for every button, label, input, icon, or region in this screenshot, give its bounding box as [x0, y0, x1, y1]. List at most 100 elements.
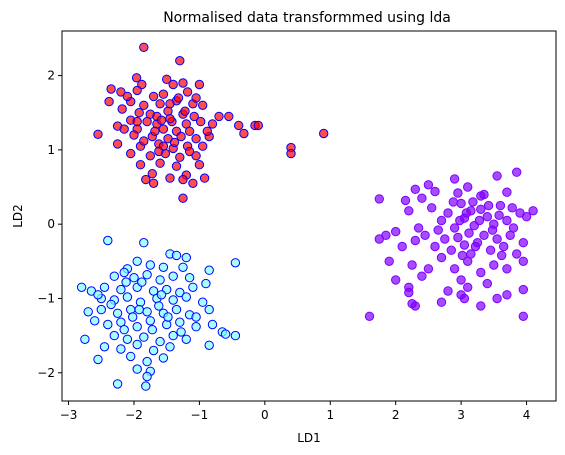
- scatter-point-s1-4: [423, 180, 434, 190]
- scatter-point-s2-17: [204, 265, 214, 275]
- scatter-point-s0-79: [165, 99, 175, 109]
- scatter-point-s0-63: [191, 151, 201, 161]
- scatter-point-s0-68: [147, 169, 158, 179]
- scatter-point-s1-51: [518, 238, 528, 248]
- scatter-point-s1-41: [453, 232, 463, 243]
- scatter-point-s1-2: [400, 195, 411, 206]
- scatter-point-s2-67: [148, 345, 159, 356]
- scatter-point-s1-46: [485, 245, 496, 255]
- scatter-point-s2-57: [80, 334, 90, 344]
- scatter-point-s0-60: [145, 151, 156, 161]
- x-tick-label: −3: [60, 408, 78, 422]
- scatter-point-s2-6: [132, 256, 142, 266]
- points-layer: [76, 42, 538, 391]
- scatter-point-s1-37: [420, 230, 430, 241]
- scatter-point-s1-88: [457, 250, 468, 261]
- scatter-point-s0-93: [154, 146, 164, 157]
- x-tick-label: 1: [326, 408, 334, 422]
- scatter-point-s2-79: [119, 267, 129, 278]
- scatter-point-s1-50: [512, 249, 522, 259]
- scatter-point-s0-84: [139, 136, 149, 146]
- scatter-point-s2-53: [207, 319, 218, 330]
- scatter-point-s1-34: [374, 234, 384, 244]
- scatter-point-s2-8: [145, 260, 156, 270]
- scatter-point-s1-69: [502, 290, 512, 300]
- scatter-point-s1-1: [374, 194, 384, 204]
- scatter-point-s2-33: [168, 295, 178, 305]
- scatter-point-s1-52: [384, 256, 394, 266]
- scatter-point-s1-62: [391, 275, 401, 285]
- scatter-point-s2-30: [122, 292, 133, 302]
- scatter-point-s2-72: [142, 356, 152, 367]
- scatter-point-s0-64: [135, 160, 146, 170]
- scatter-point-s0-40: [184, 126, 195, 137]
- scatter-point-s2-16: [184, 273, 195, 283]
- y-tick-label: 0: [47, 217, 55, 231]
- scatter-point-s1-58: [476, 267, 486, 278]
- scatter-point-s2-0: [103, 235, 113, 246]
- scatter-point-s1-16: [427, 203, 437, 213]
- scatter-point-s1-48: [499, 241, 509, 252]
- y-axis-label: LD2: [11, 204, 25, 228]
- scatter-point-s0-11: [148, 91, 159, 102]
- scatter-point-s0-88: [173, 93, 184, 103]
- scatter-point-s2-48: [132, 322, 142, 332]
- scatter-point-s2-65: [116, 344, 126, 354]
- scatter-point-s0-62: [175, 152, 185, 163]
- scatter-point-s0-92: [132, 116, 142, 127]
- scatter-point-s2-26: [188, 282, 198, 292]
- scatter-point-s0-70: [141, 174, 151, 185]
- scatter-point-s1-61: [518, 256, 528, 266]
- scatter-point-s2-59: [122, 334, 133, 344]
- scatter-point-s0-2: [131, 73, 142, 83]
- scatter-point-s1-53: [407, 260, 417, 270]
- scatter-point-s2-35: [198, 297, 208, 307]
- scatter-point-s2-25: [175, 287, 185, 298]
- scatter-point-s0-21: [117, 104, 127, 114]
- scatter-point-s0-49: [191, 134, 201, 144]
- scatter-point-s2-13: [142, 270, 152, 280]
- scatter-point-s2-3: [171, 250, 182, 261]
- scatter-point-s0-45: [129, 130, 139, 140]
- y-tick-label: −1: [37, 291, 55, 305]
- scatter-point-s1-6: [449, 174, 460, 184]
- scatter-point-s1-86: [494, 210, 504, 221]
- scatter-point-s0-22: [134, 108, 144, 118]
- scatter-point-s1-8: [463, 182, 473, 192]
- scatter-point-s0-86: [202, 126, 213, 137]
- scatter-point-s2-91: [191, 312, 201, 322]
- scatter-point-s1-18: [443, 208, 453, 218]
- scatter-point-s0-27: [214, 111, 224, 122]
- scatter-point-s2-89: [156, 290, 167, 300]
- scatter-point-s2-45: [90, 316, 100, 326]
- scatter-point-s0-95: [119, 124, 129, 134]
- scatter-point-s0-65: [155, 158, 165, 168]
- scatter-point-s0-90: [191, 93, 201, 103]
- scatter-point-s1-94: [507, 203, 517, 213]
- scatter-point-s2-11: [109, 271, 120, 281]
- scatter-point-s1-80: [461, 208, 472, 218]
- scatter-point-s2-62: [168, 330, 178, 341]
- scatter-point-s1-45: [479, 230, 489, 241]
- scatter-point-s1-87: [470, 241, 481, 252]
- x-tick-label: 3: [457, 408, 465, 422]
- scatter-point-s0-12: [158, 89, 169, 99]
- scatter-point-s1-15: [413, 223, 424, 233]
- scatter-point-s2-88: [134, 304, 144, 315]
- scatter-point-s2-49: [145, 316, 156, 326]
- scatter-point-s2-36: [83, 307, 93, 317]
- scatter-point-s0-35: [207, 119, 218, 129]
- x-axis: −3 −2 −1 0 1 2 3 4: [60, 401, 530, 422]
- scatter-point-s1-11: [502, 187, 512, 197]
- scatter-point-s0-82: [169, 137, 180, 148]
- scatter-point-s2-21: [116, 284, 126, 295]
- scatter-point-s1-28: [502, 215, 512, 226]
- scatter-point-s1-7: [453, 188, 463, 198]
- scatter-point-s1-13: [391, 226, 401, 237]
- plot-frame: [61, 30, 557, 402]
- scatter-point-s2-18: [76, 282, 87, 292]
- scatter-point-s1-10: [492, 171, 502, 181]
- scatter-point-s2-38: [112, 308, 123, 318]
- scatter-point-s1-39: [440, 234, 450, 244]
- scatter-point-s1-93: [479, 189, 489, 200]
